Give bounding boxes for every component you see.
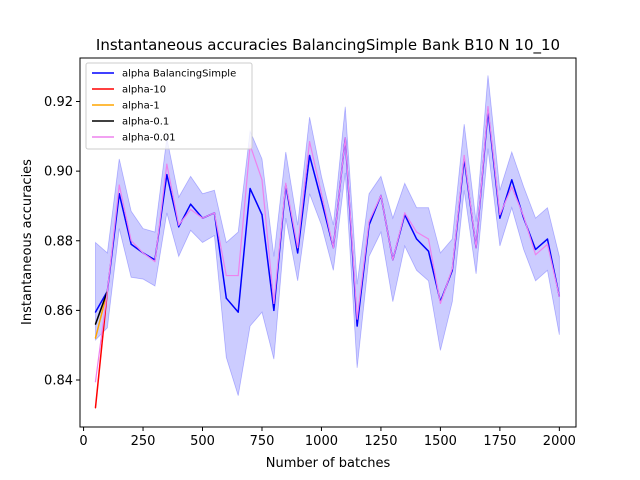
data-point-alpha-balancingsimple bbox=[308, 154, 311, 157]
data-point-alpha-balancingsimple bbox=[237, 311, 239, 313]
legend: alpha BalancingSimple alpha-10 alpha-1 alph… bbox=[85, 62, 253, 150]
data-point-alpha-0-01 bbox=[416, 231, 418, 233]
data-point-alpha-0-01 bbox=[237, 274, 239, 277]
data-point-alpha-0-01 bbox=[94, 381, 97, 383]
data-point-alpha-balancingsimple bbox=[94, 311, 97, 313]
data-point-alpha-balancingsimple bbox=[225, 297, 227, 299]
data-point-alpha-0-01 bbox=[190, 208, 192, 211]
data-point-alpha-0-01 bbox=[142, 252, 144, 254]
data-point-alpha-0-01 bbox=[130, 240, 132, 242]
legend-label-alpha-0-1: alpha-0.1 bbox=[122, 117, 169, 128]
data-point-alpha-0-01 bbox=[201, 217, 204, 219]
data-point-alpha-0-01 bbox=[511, 186, 513, 188]
data-point-alpha-balancingsimple bbox=[297, 252, 299, 254]
x-tick-label: 1250 bbox=[364, 434, 397, 449]
data-point-alpha-balancingsimple bbox=[118, 193, 120, 195]
data-point-alpha-0-01 bbox=[451, 268, 453, 270]
data-point-alpha-0-01 bbox=[273, 302, 275, 305]
series-line-alpha-0-1 bbox=[94, 290, 109, 325]
y-tick-label: 0.88 bbox=[44, 234, 73, 249]
x-axis: 0 250 500 750 1000 1250 1500 1750 2000 bbox=[79, 427, 576, 449]
data-point-alpha-1 bbox=[94, 337, 97, 339]
axes-frame bbox=[79, 57, 577, 428]
data-point-alpha-0-01 bbox=[475, 247, 477, 249]
data-point-alpha-balancingsimple bbox=[320, 200, 323, 202]
data-point-alpha-balancingsimple bbox=[273, 309, 275, 311]
data-point-alpha-0-01 bbox=[166, 163, 168, 165]
data-point-alpha-0-01 bbox=[332, 247, 334, 249]
x-tick-label: 1750 bbox=[483, 434, 516, 449]
chart-title: Instantaneous accuracies BalancingSimple… bbox=[96, 36, 560, 55]
data-point-alpha-0-01 bbox=[285, 182, 287, 184]
data-point-alpha-0-01 bbox=[439, 302, 441, 305]
x-tick-label: 500 bbox=[190, 434, 215, 449]
data-point-alpha-0-01 bbox=[297, 247, 299, 249]
legend-label-alpha-0-01: alpha-0.01 bbox=[122, 133, 176, 144]
series-line-alpha-0-01 bbox=[94, 106, 560, 382]
data-point-alpha-0-01 bbox=[392, 259, 394, 261]
data-point-alpha-0-01 bbox=[463, 154, 465, 157]
data-point-alpha-balancingsimple bbox=[416, 238, 418, 240]
data-point-alpha-0-01 bbox=[404, 212, 406, 214]
x-tick-label: 750 bbox=[250, 434, 275, 449]
data-point-alpha-balancingsimple bbox=[511, 179, 513, 181]
data-point-alpha-balancingsimple bbox=[261, 214, 263, 216]
data-point-alpha-0-01 bbox=[534, 254, 537, 256]
data-point-alpha-balancingsimple bbox=[190, 203, 192, 205]
x-tick-label: 2000 bbox=[543, 434, 576, 449]
data-point-alpha-0-01 bbox=[118, 184, 120, 186]
x-tick-label: 0 bbox=[79, 434, 87, 449]
x-tick-label: 1000 bbox=[305, 434, 338, 449]
data-point-alpha-0-01 bbox=[523, 215, 525, 217]
data-point-alpha-0-01 bbox=[344, 137, 346, 139]
data-point-alpha-balancingsimple bbox=[534, 248, 537, 251]
data-point-alpha-0-01 bbox=[213, 212, 216, 214]
y-axis-title: Instantaneous accuracies bbox=[20, 159, 35, 325]
x-tick-label: 250 bbox=[131, 434, 156, 449]
data-point-alpha-0-01 bbox=[225, 274, 227, 277]
y-tick-label: 0.92 bbox=[44, 95, 73, 110]
data-point-alpha-0-01 bbox=[356, 318, 358, 320]
data-point-alpha-balancingsimple bbox=[130, 243, 132, 245]
y-axis: 0.84 0.86 0.88 0.90 0.92 bbox=[44, 95, 80, 389]
x-tick-label: 1500 bbox=[424, 434, 457, 449]
legend-box bbox=[85, 62, 253, 150]
x-axis-title: Number of batches bbox=[266, 456, 391, 471]
data-point-alpha-0-01 bbox=[308, 140, 311, 143]
data-point-alpha-0-01 bbox=[106, 290, 108, 292]
legend-label-alpha-1: alpha-1 bbox=[122, 101, 160, 112]
y-tick-label: 0.86 bbox=[44, 304, 73, 319]
data-point-alpha-10 bbox=[94, 407, 97, 409]
band-alpha-balancingsimple bbox=[95, 75, 560, 396]
data-point-alpha-0-01 bbox=[154, 261, 156, 263]
data-point-alpha-0-01 bbox=[546, 243, 549, 245]
series-line-alpha-1 bbox=[94, 291, 109, 339]
data-point-alpha-balancingsimple bbox=[499, 217, 501, 219]
data-point-alpha-balancingsimple bbox=[427, 250, 430, 252]
data-point-alpha-balancingsimple bbox=[356, 325, 358, 327]
y-tick-label: 0.84 bbox=[44, 374, 73, 389]
data-point-alpha-0-01 bbox=[499, 214, 501, 216]
data-point-alpha-0-01 bbox=[178, 224, 180, 226]
data-point-alpha-0-01 bbox=[558, 295, 560, 298]
data-point-alpha-0-01 bbox=[487, 106, 489, 108]
data-point-alpha-0-01 bbox=[380, 194, 382, 197]
plot-area bbox=[94, 75, 561, 409]
data-point-alpha-0-01 bbox=[368, 221, 370, 223]
data-point-alpha-0-1 bbox=[94, 323, 97, 325]
data-point-alpha-balancingsimple bbox=[178, 226, 180, 228]
data-point-alpha-balancingsimple bbox=[166, 174, 168, 176]
data-point-alpha-0-01 bbox=[427, 238, 430, 240]
data-point-alpha-balancingsimple bbox=[546, 238, 549, 240]
legend-label-alpha-balancingsimple: alpha BalancingSimple bbox=[122, 69, 236, 80]
data-point-alpha-balancingsimple bbox=[249, 187, 251, 190]
data-point-alpha-0-01 bbox=[320, 193, 323, 195]
y-tick-label: 0.90 bbox=[44, 165, 73, 180]
legend-label-alpha-10: alpha-10 bbox=[122, 85, 166, 96]
data-point-alpha-0-01 bbox=[261, 179, 263, 181]
